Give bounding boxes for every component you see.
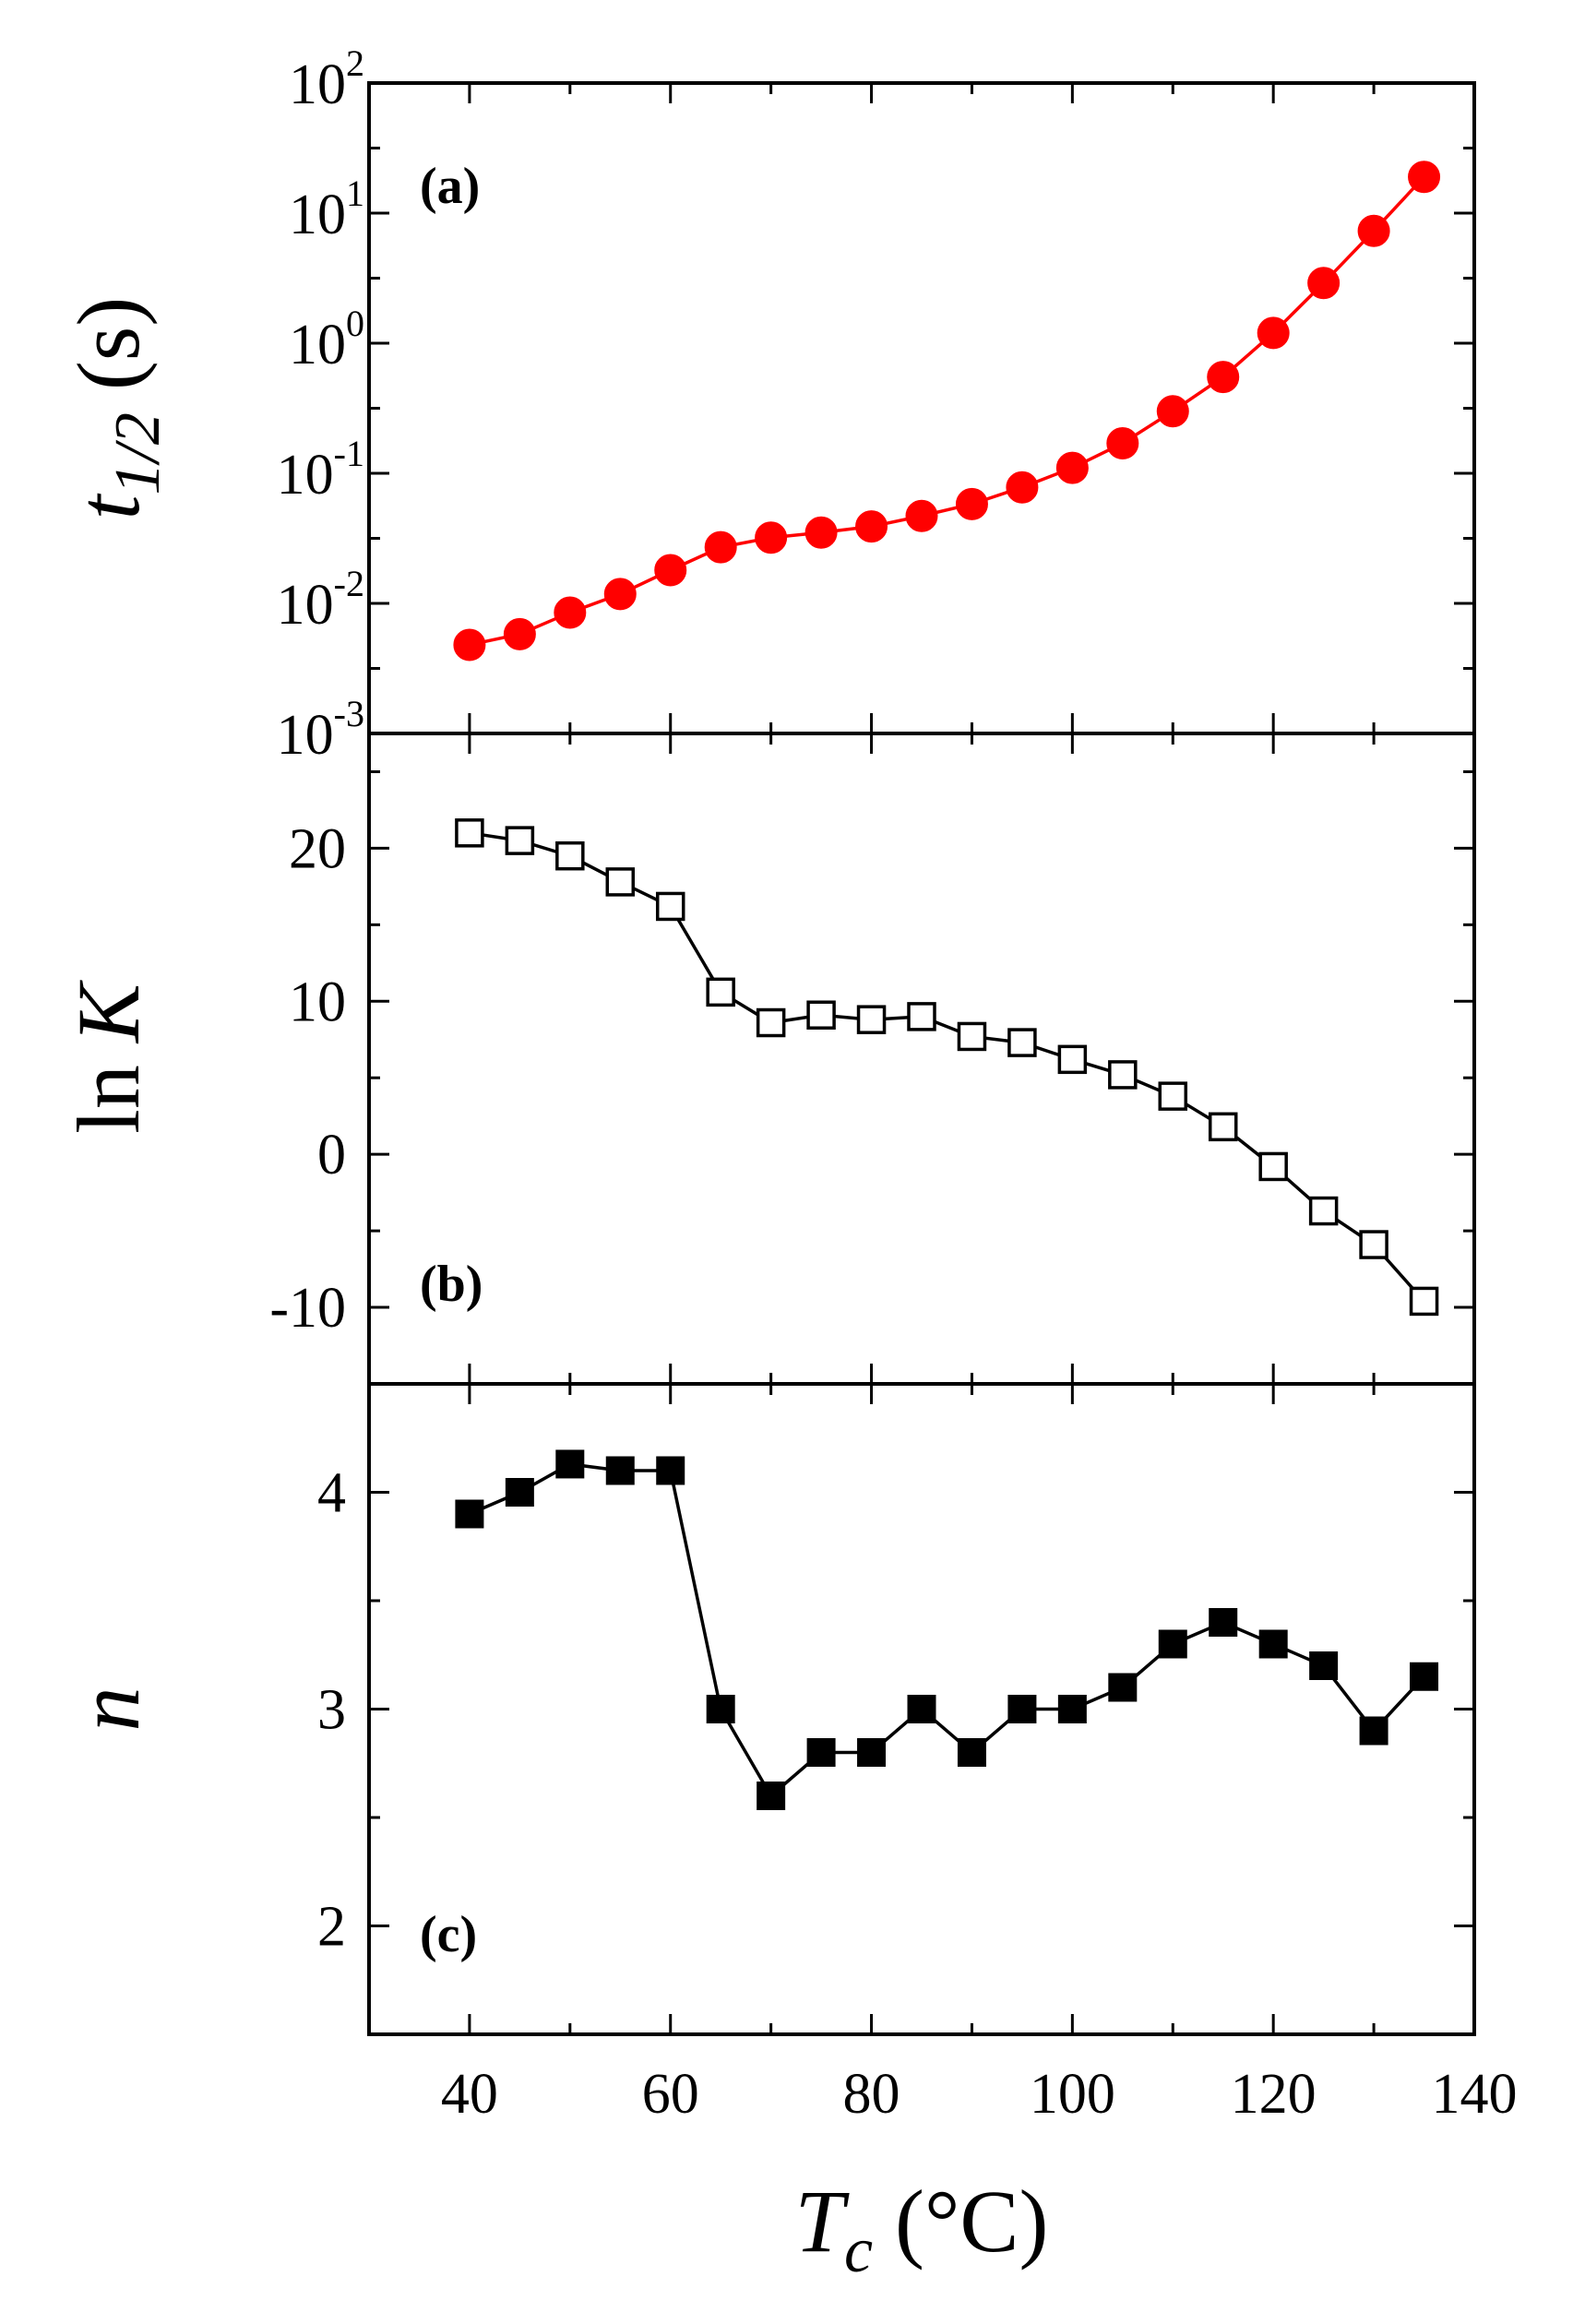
data-point xyxy=(1108,1673,1138,1702)
x-tick-label: 120 xyxy=(1231,2063,1317,2126)
data-point xyxy=(755,521,788,554)
data-point xyxy=(855,510,888,543)
panel-label: (b) xyxy=(420,1256,483,1313)
y-tick-label: 3 xyxy=(317,1679,346,1742)
y-tick-label: 101 xyxy=(289,173,364,246)
x-tick-label: 140 xyxy=(1432,2063,1518,2126)
data-point xyxy=(806,1000,836,1030)
data-point xyxy=(554,596,587,629)
y-tick-label: 4 xyxy=(317,1462,346,1525)
panel-a: 10-3 10-2 10-1 100 101 102 (a) t1/2 (s) xyxy=(59,42,1476,767)
series-line xyxy=(469,831,1425,1303)
data-point xyxy=(1057,1044,1088,1075)
data-point xyxy=(603,578,637,611)
data-point xyxy=(704,530,737,564)
panel-c: 2 3 4 (c) n xyxy=(59,1382,1476,2036)
data-point xyxy=(1007,1028,1037,1057)
data-point xyxy=(1158,1081,1188,1111)
data-point xyxy=(1309,1651,1339,1680)
data-point xyxy=(455,1499,484,1529)
series-line xyxy=(469,175,1425,647)
data-point xyxy=(706,977,735,1007)
data-point xyxy=(1209,1608,1238,1637)
data-point xyxy=(505,1478,534,1507)
y-tick-label: -10 xyxy=(269,1277,346,1340)
x-tick-label: 60 xyxy=(642,2063,699,2126)
x-tick-label: 40 xyxy=(441,2063,498,2126)
x-tick-label: 100 xyxy=(1030,2063,1115,2126)
data-point xyxy=(655,891,685,922)
data-point xyxy=(453,628,486,661)
y-tick-label: 2 xyxy=(317,1896,346,1959)
y-tick-label: 10 xyxy=(289,971,346,1033)
data-point xyxy=(804,516,838,549)
data-point xyxy=(756,1007,786,1038)
data-point xyxy=(605,1456,635,1485)
y-axis-title: t1/2 (s) xyxy=(59,297,173,519)
data-point xyxy=(1307,267,1341,300)
data-point xyxy=(505,826,535,855)
y-tick-label: 0 xyxy=(317,1124,346,1186)
data-point xyxy=(605,867,636,897)
x-tick-label: 80 xyxy=(843,2063,900,2126)
data-point xyxy=(656,1456,685,1485)
data-point xyxy=(1158,1629,1187,1659)
data-point xyxy=(1408,161,1441,194)
y-tick-label: 10-1 xyxy=(277,433,364,507)
data-point xyxy=(1106,427,1139,460)
panel-b: -10 0 10 20 (b) ln K xyxy=(59,732,1476,1386)
panel-label: (a) xyxy=(420,158,480,215)
data-point xyxy=(957,1021,987,1052)
data-point xyxy=(1057,1695,1087,1723)
data-point xyxy=(1359,1716,1388,1746)
data-point xyxy=(654,554,687,587)
data-point xyxy=(1357,214,1390,247)
data-point xyxy=(503,617,536,650)
x-axis-title: Tc (°C) xyxy=(795,2172,1049,2286)
data-point xyxy=(455,818,484,848)
panel-label: (c) xyxy=(420,1906,477,1963)
data-point xyxy=(1410,1662,1439,1691)
data-point xyxy=(1257,316,1290,350)
data-point xyxy=(1006,471,1039,504)
data-point xyxy=(1308,1196,1339,1226)
y-tick-label: 100 xyxy=(289,303,364,376)
data-point xyxy=(957,1738,986,1767)
data-point xyxy=(806,1738,836,1767)
data-point xyxy=(1007,1695,1037,1723)
data-point xyxy=(555,1449,585,1479)
data-point xyxy=(905,499,938,532)
y-tick-label: 10-2 xyxy=(277,563,364,637)
y-axis-title: n xyxy=(59,1687,158,1732)
data-point xyxy=(555,840,585,871)
y-tick-label: 10-3 xyxy=(277,693,364,767)
data-point xyxy=(1207,361,1240,394)
y-axis-title: ln K xyxy=(59,979,158,1134)
data-point xyxy=(1258,1629,1288,1659)
data-point xyxy=(856,1005,887,1034)
data-point xyxy=(1055,451,1089,484)
data-point xyxy=(1156,395,1189,428)
data-point xyxy=(1208,1112,1238,1142)
data-point xyxy=(1258,1151,1288,1182)
data-point xyxy=(907,1002,936,1031)
plot-frame xyxy=(367,732,1476,1386)
data-point xyxy=(757,1782,786,1810)
data-point xyxy=(955,487,988,520)
data-point xyxy=(907,1695,936,1723)
y-tick-label: 102 xyxy=(289,42,364,116)
data-point xyxy=(706,1695,735,1723)
data-point xyxy=(1108,1060,1138,1090)
y-tick-label: 20 xyxy=(289,817,346,880)
data-point xyxy=(1409,1286,1439,1317)
data-point xyxy=(1359,1230,1388,1259)
data-point xyxy=(857,1738,887,1767)
